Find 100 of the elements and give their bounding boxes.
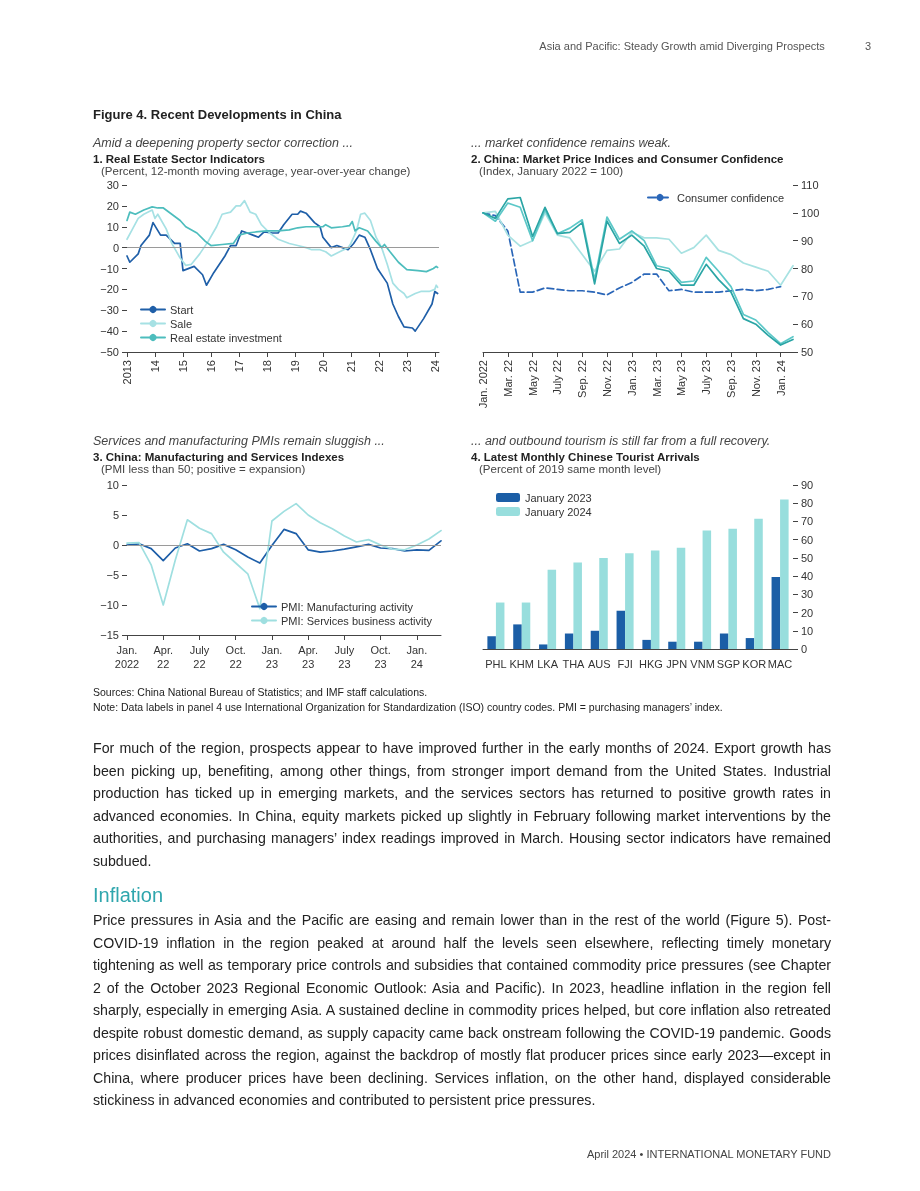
bar (676, 547, 686, 649)
y-tick-label: 30 (106, 179, 119, 191)
y-tick-label: 10 (106, 479, 119, 491)
y-tick-label: 60 (801, 533, 814, 546)
bar (539, 644, 548, 649)
x-tick-label: July 23 (334, 644, 355, 670)
legend-label: January 2024 (525, 505, 592, 518)
text: ... market confidence remains weak. (471, 136, 673, 150)
text: For much of the region, prospects appear to have improved further in the early months of 2024. Export growth has been picking up, benefiting, among other things, from stronger import demand from the United States. Industrial production has ticked up in emerging markets, and the services sectors has returned to positive growth rates in advanced economies. In China, equity markets picked up slightly in February following market interventions by the authorities, and purchasing managers’ index readings improved in March. Housing sector indicators have remained subdued. (93, 739, 831, 871)
x-tick-label: Jan. 24 (406, 644, 428, 670)
x-tick-label: 20 (316, 360, 329, 373)
x-tick-label: 21 (344, 360, 357, 373)
x-tick-label: LKA (537, 658, 559, 670)
bar (616, 610, 626, 649)
y-tick-label: 50 (801, 346, 814, 358)
y-tick-label: 80 (801, 497, 814, 510)
x-tick-label: 16 (204, 360, 217, 373)
y-tick-label: 40 (801, 570, 814, 583)
text: Amid a deepening property sector correction ... (93, 136, 354, 150)
x-tick-label: Sep. 22 (576, 360, 589, 398)
y-tick-label: 0 (801, 643, 808, 655)
y-tick-label: −30 (100, 304, 119, 317)
x-tick-label: 23 (400, 360, 413, 373)
y-tick-label: 20 (106, 199, 119, 212)
y-tick-label: −20 (100, 283, 119, 296)
x-tick-label: PHL (485, 658, 507, 670)
y-tick-label: −5 (106, 569, 119, 581)
x-tick-label: HKG (638, 658, 663, 670)
legend-label: January 2023 (525, 491, 592, 504)
x-tick-label: Jan. 24 (774, 360, 787, 397)
x-tick-label: Jan. 2022 (114, 644, 140, 670)
y-tick-label: −10 (100, 262, 119, 275)
x-tick-label: July 22 (551, 360, 564, 395)
y-tick-label: 20 (801, 606, 814, 619)
x-tick-label: 18 (260, 360, 273, 373)
y-tick-label: 60 (801, 318, 814, 331)
y-tick-label: 50 (801, 551, 814, 564)
y-tick-label: 30 (801, 588, 814, 601)
bar (547, 569, 557, 649)
y-tick-label: 100 (801, 206, 820, 219)
y-tick-label: 0 (112, 241, 119, 254)
x-tick-label: Nov. 22 (601, 360, 613, 398)
text: Price pressures in Asia and the Pacific are easing and remain lower than in the rest of the world (Figure 5). Post-COVID-19 inflation in the region peaked at around half the levels seen elsewhere, reflecting timely monetary tightening as well as temporary price controls and subsidies that contained commodity price pressures (see Chapter 2 of the October 2023 Regional Economic Outlook: Asia and Pacific). In 2023, headline inflation in the region fell sharply, especially in emerging Asia. A sustained decline in commodity prices helped, but core inflation also retreated despite robust domestic demand, as supply capacity came back onstream following the COVID-19 pandemic. Goods prices disinflated across the region, against the backdrop of mostly flat producer prices since early 2023—except in China, where producer prices have been declining. Services inflation, on the other hand, displayed considerable stickiness in advanced economies and contributed to persistent price pressures. (93, 912, 831, 1108)
y-tick-label: −10 (100, 599, 119, 611)
x-tick-label: May 23 (675, 360, 688, 397)
y-tick-label: 110 (801, 179, 819, 191)
text: 3 (864, 40, 871, 52)
bar (599, 557, 608, 649)
x-tick-label: 19 (288, 360, 301, 373)
y-tick-label: 10 (106, 220, 119, 233)
legend-label: Start (170, 303, 194, 316)
bar (625, 553, 634, 649)
chart-title: 2. China: Market Price Indices and Consumer Confidence (471, 153, 785, 165)
y-tick-label: 70 (801, 290, 814, 303)
bar (668, 641, 677, 649)
legend-label: Sale (170, 317, 193, 330)
x-tick-label: Mar. 23 (650, 360, 663, 397)
bar (521, 602, 531, 649)
bar (642, 639, 651, 649)
y-tick-label: 70 (801, 515, 814, 528)
y-tick-label: 90 (801, 479, 814, 491)
text: Note: Data labels in panel 4 use International Organization for Standardization (ISO) country codes. PMI = purchasing managers’ index. (93, 700, 724, 715)
x-tick-label: July 23 (700, 360, 713, 395)
x-tick-label: July 22 (189, 644, 210, 670)
text: Asia and Pacific: Steady Growth amid Diverging Prospects (539, 40, 825, 52)
x-tick-label: Nov. 23 (749, 360, 762, 398)
text: April 2024 • INTERNATIONAL MONETARY FUND (585, 1147, 831, 1160)
x-tick-label: Jan. 23 (261, 644, 283, 670)
x-tick-label: Apr. 22 (153, 644, 174, 670)
x-tick-label: 14 (148, 360, 161, 373)
y-tick-label: −40 (100, 325, 119, 338)
bar (513, 624, 522, 649)
text: Services and manufacturing PMIs remain sluggish ... (93, 434, 386, 448)
x-tick-label: 22 (372, 360, 385, 373)
y-tick-label: 5 (112, 509, 119, 521)
legend-label: PMI: Services business activity (281, 614, 433, 627)
bar (771, 577, 781, 649)
x-tick-label: THA (562, 658, 586, 670)
legend-label: Consumer confidence (677, 191, 785, 204)
chart-subtitle: (Percent, 12-month moving average, year-over-year change) (100, 165, 412, 177)
chart-subtitle: (Index, January 2022 = 100) (478, 165, 625, 177)
legend-label: PMI: Manufacturing activity (281, 600, 414, 613)
x-tick-label: FJI (617, 658, 633, 670)
chart-title: 3. China: Manufacturing and Services Indexes (93, 451, 346, 463)
y-tick-label: 80 (801, 262, 814, 275)
x-tick-label: MAC (767, 658, 793, 670)
bar (719, 633, 729, 649)
y-tick-label: −50 (100, 346, 119, 358)
line-series (126, 528, 442, 564)
text: Inflation (93, 884, 165, 907)
x-tick-label: Mar. 22 (501, 360, 514, 397)
x-tick-label: SGP (716, 658, 741, 670)
bar (754, 518, 763, 649)
x-tick-label: AUS (587, 658, 611, 670)
text: Figure 4. Recent Developments in China (93, 107, 343, 122)
x-tick-label: 2013 (121, 360, 133, 385)
line-series (126, 206, 439, 273)
x-tick-label: Oct. 22 (225, 644, 246, 670)
chart-title: 4. Latest Monthly Chinese Tourist Arrivals (471, 451, 701, 463)
bar (487, 636, 496, 649)
